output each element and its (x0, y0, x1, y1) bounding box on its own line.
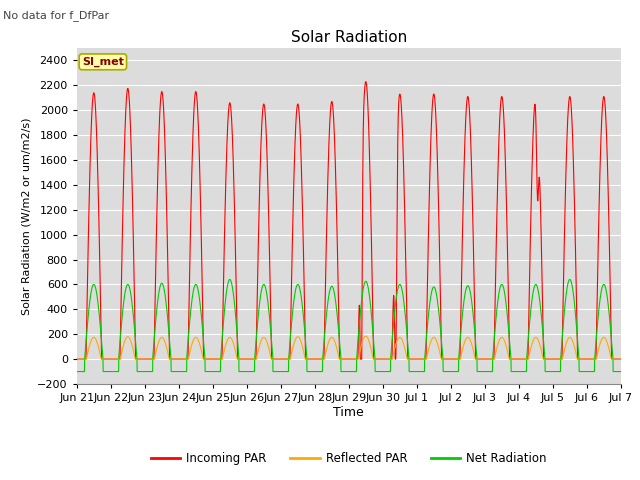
Text: SI_met: SI_met (82, 57, 124, 67)
Title: Solar Radiation: Solar Radiation (291, 30, 407, 46)
X-axis label: Time: Time (333, 406, 364, 419)
Y-axis label: Solar Radiation (W/m2 or um/m2/s): Solar Radiation (W/m2 or um/m2/s) (22, 117, 32, 315)
Text: No data for f_DfPar: No data for f_DfPar (3, 10, 109, 21)
Legend: Incoming PAR, Reflected PAR, Net Radiation: Incoming PAR, Reflected PAR, Net Radiati… (146, 447, 552, 469)
